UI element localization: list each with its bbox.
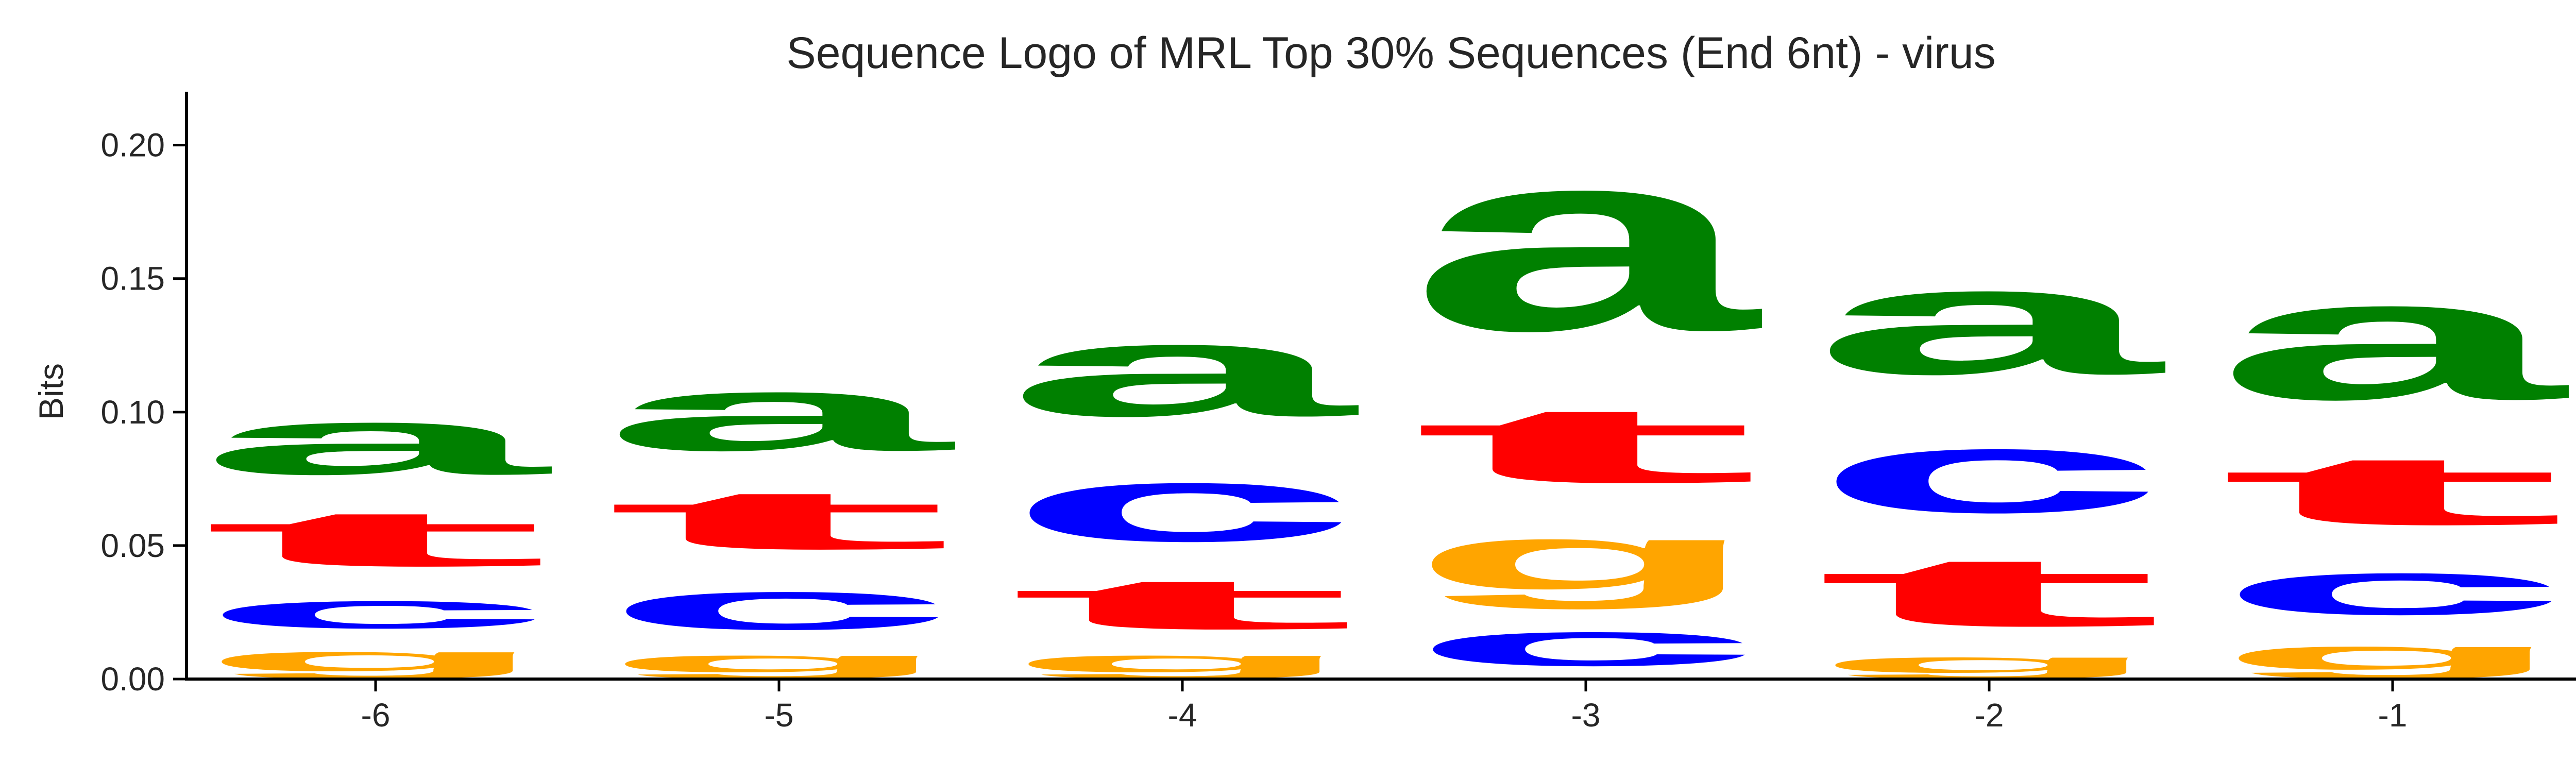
y-axis-label: Bits — [32, 363, 70, 420]
logo-letter-t: t — [2215, 435, 2570, 545]
logo-letter-c: c — [198, 583, 553, 639]
logo-letter-g: g — [1811, 647, 2167, 680]
logo-letter-c: c — [1408, 609, 1764, 679]
logo-letter-a: a — [2215, 243, 2569, 435]
logo-letter-t: t — [198, 495, 553, 583]
x-tick-label: -4 — [1168, 697, 1197, 734]
logo-letter-g: g — [1005, 644, 1360, 679]
logo-letter-g: g — [2215, 631, 2570, 679]
y-tick-label: 0.00 — [100, 661, 165, 698]
y-axis-ticks: 0.00 0.05 0.10 0.15 0.20 — [100, 127, 187, 698]
x-tick-label: -1 — [2378, 697, 2408, 734]
logo-letter-a: a — [198, 387, 552, 495]
logo-letter-g: g — [198, 639, 553, 679]
logo-letter-c: c — [601, 567, 957, 645]
x-tick-label: -3 — [1571, 697, 1601, 734]
chart-title: Sequence Logo of MRL Top 30% Sequences (… — [786, 28, 1995, 78]
logo-letter-a: a — [1005, 297, 1359, 444]
logo-letter-a: a — [1408, 96, 1762, 385]
x-tick-label: -5 — [765, 697, 794, 734]
logo-letter-g: g — [601, 644, 957, 679]
logo-letter-t: t — [1005, 564, 1360, 645]
x-tick-label: -2 — [1975, 697, 2004, 734]
logo-letter-a: a — [601, 353, 955, 473]
x-axis-ticks: -6 -5 -4 -3 -2 -1 — [361, 679, 2408, 734]
logo-letter-t: t — [601, 473, 957, 567]
y-tick-label: 0.15 — [100, 260, 165, 297]
logo-letter-g: g — [1408, 505, 1764, 610]
logo-letter-c: c — [2215, 545, 2570, 631]
y-tick-label: 0.05 — [100, 527, 165, 564]
logo-letter-c: c — [1005, 444, 1360, 564]
logo-letter-a: a — [1811, 235, 2165, 406]
x-tick-label: -6 — [361, 697, 391, 734]
y-tick-label: 0.20 — [100, 127, 165, 164]
logo-letter-t: t — [1811, 537, 2167, 647]
logo-letter-t: t — [1408, 385, 1764, 505]
logo-letter-c: c — [1811, 407, 2167, 537]
y-tick-label: 0.10 — [100, 394, 165, 431]
